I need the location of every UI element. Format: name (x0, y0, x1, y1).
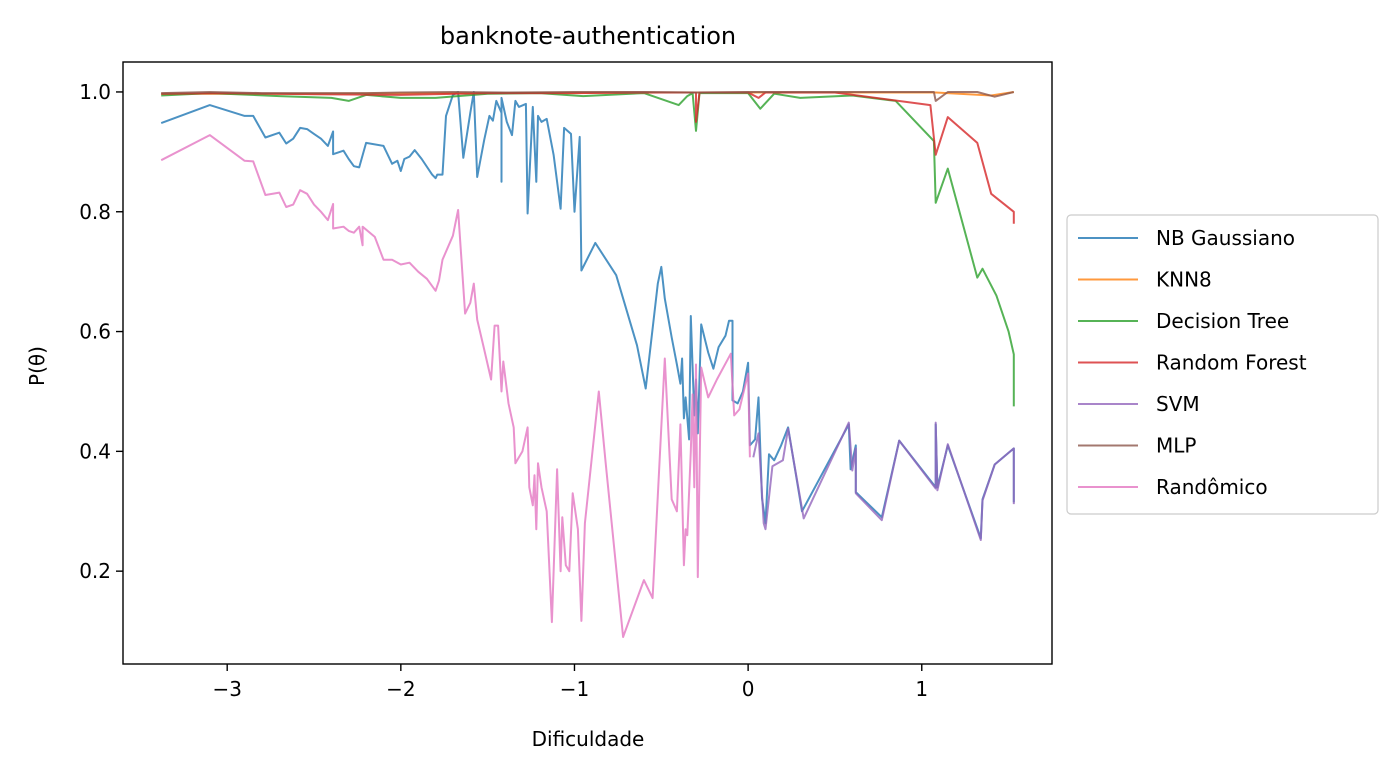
x-tick-label: 1 (915, 677, 928, 701)
series-line-rand-mico (160, 134, 751, 638)
legend-label-rand-mico: Randômico (1156, 475, 1268, 499)
y-axis-label: P(θ) (25, 346, 49, 386)
legend-frame (1066, 214, 1379, 515)
y-tick-label: 1.0 (79, 80, 111, 104)
y-tick-label: 0.8 (79, 200, 111, 224)
series-layer (160, 91, 1015, 638)
series-line-random-forest (161, 91, 1015, 224)
x-tick-label: 0 (742, 677, 755, 701)
legend-label-mlp: MLP (1156, 434, 1196, 458)
series-line-mlp (161, 91, 1015, 102)
y-tick-label: 0.4 (79, 439, 111, 463)
legend-label-decision-tree: Decision Tree (1156, 309, 1289, 333)
x-axis-ticks: −3 −2 −1 0 1 (212, 664, 928, 701)
y-tick-label: 0.6 (79, 320, 111, 344)
x-tick-label: −3 (212, 677, 241, 701)
series-line-svm (752, 421, 1015, 541)
legend-label-random-forest: Random Forest (1156, 351, 1307, 375)
x-axis-label: Dificuldade (532, 727, 645, 751)
series-line-nb-gaussiano (160, 91, 1015, 540)
y-axis-ticks: 0.2 0.4 0.6 0.8 1.0 (79, 80, 123, 583)
plot-frame (122, 61, 1053, 665)
legend: NB Gaussiano KNN8 Decision Tree Random Fore… (1066, 214, 1379, 515)
chart-title: banknote-authentication (440, 22, 736, 50)
series-line-decision-tree (161, 92, 1015, 407)
legend-label-knn8: KNN8 (1156, 268, 1212, 292)
x-tick-label: −1 (560, 677, 589, 701)
y-tick-label: 0.2 (79, 559, 111, 583)
legend-label-nb-gaussiano: NB Gaussiano (1156, 226, 1295, 250)
x-tick-label: −2 (386, 677, 415, 701)
legend-label-svm: SVM (1156, 392, 1200, 416)
